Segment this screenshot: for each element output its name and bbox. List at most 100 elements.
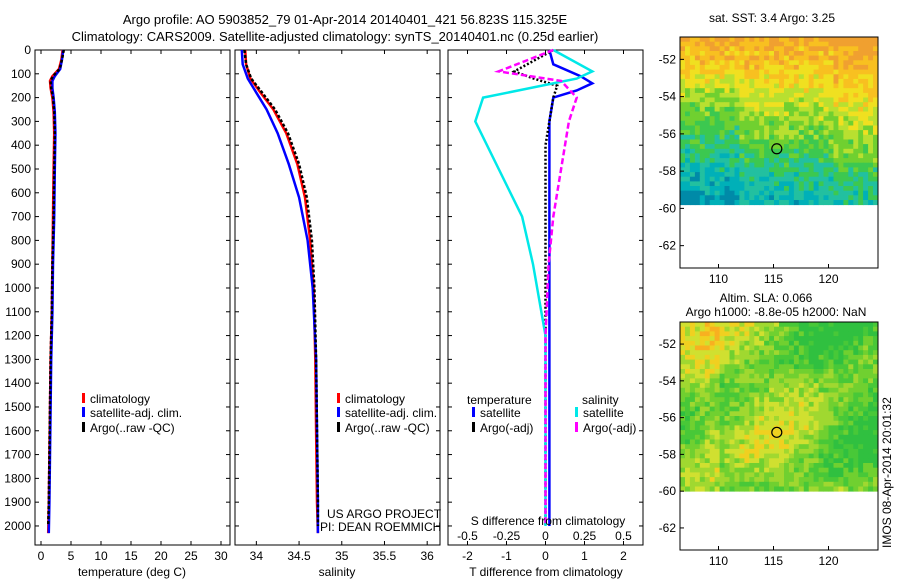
map-cell [719,425,725,431]
map-cell [858,444,864,450]
map-cell [823,106,829,112]
map-cell [823,162,829,168]
map-cell [744,167,750,173]
map-cell [769,472,775,478]
map-cell [739,411,745,417]
map-cell [744,153,750,159]
map-cell [754,106,760,112]
map-cell [838,120,844,126]
map-cell [689,326,696,332]
map-cell [689,434,696,440]
top-tick-label: 0 [542,529,549,543]
map-cell [764,55,770,61]
map-cell [843,83,849,89]
map-cell [833,336,839,342]
map-cell [744,387,750,393]
map-cell [709,78,716,84]
map-cell [729,51,735,57]
map-cell [784,190,790,196]
map-cell [729,139,735,145]
map-cell [833,434,839,440]
map-cell [769,439,775,445]
map-cell [680,144,686,150]
map-cell [843,326,849,332]
map-cell [764,373,770,379]
map-cell [798,458,805,464]
map-cell [714,195,720,201]
map-cell [838,158,844,164]
map-cell [779,416,785,422]
map-cell [749,74,755,80]
map-cell [863,37,869,43]
map-cell [699,387,706,393]
map-cell [803,37,810,43]
map-y-tick-label: -56 [659,127,677,141]
map-cell [863,106,869,112]
map-cell [709,430,716,436]
map-cell [813,472,819,478]
map-cell [754,153,760,159]
map-cell [853,172,859,178]
map-cell [719,336,725,342]
map-cell [694,481,701,487]
map-cell [779,401,785,407]
map-cell [699,97,706,103]
map-cell [779,88,785,94]
map-cell [848,369,854,375]
map-cell [843,148,849,154]
map-cell [709,120,716,126]
map-cell [774,64,780,70]
map-cell [769,162,775,168]
y-tick-label: 1200 [4,329,31,343]
map-cell [739,354,745,360]
map-cell [744,467,750,473]
legend-label: satellite-adj. clim. [345,406,437,420]
map-cell [734,111,740,117]
map-cell [714,416,720,422]
legend-label: Argo(..raw -QC) [345,421,430,435]
map-cell [739,153,745,159]
map-cell [689,439,696,445]
salinity-xlabel: salinity [319,565,356,579]
map-cell [818,383,824,389]
map-cell [709,444,716,450]
legend-label: climatology [90,392,150,406]
map-cell [833,181,839,187]
map-cell [828,340,834,346]
map-cell [863,186,869,192]
map-cell [784,102,790,108]
map-cell [828,350,834,356]
map-cell [734,406,740,412]
map-cell [853,120,859,126]
map-cell [749,46,755,52]
map-cell [719,322,725,328]
map-cell [793,130,800,136]
map-cell [714,486,720,492]
map-cell [784,430,790,436]
map-cell [828,345,834,351]
map-cell [709,453,716,459]
map-cell [868,153,874,159]
map-cell [734,102,740,108]
map-cell [764,416,770,422]
map-cell [680,83,686,89]
map-cell [729,397,735,403]
map-cell [833,111,839,117]
map-cell [828,472,834,478]
map-cell [714,401,720,407]
map-cell [813,46,819,52]
map-cell [729,74,735,80]
map-cell [853,88,859,94]
map-cell [828,392,834,398]
map-cell [779,373,785,379]
map-cell [853,200,859,206]
map-cell [694,364,701,370]
map-cell [798,322,805,328]
map-cell [793,354,800,360]
map-cell [838,148,844,154]
map-cell [749,148,755,154]
map-cell [734,64,740,70]
map-cell [858,378,864,384]
map-cell [689,453,696,459]
y-tick-label: 1400 [4,376,31,390]
